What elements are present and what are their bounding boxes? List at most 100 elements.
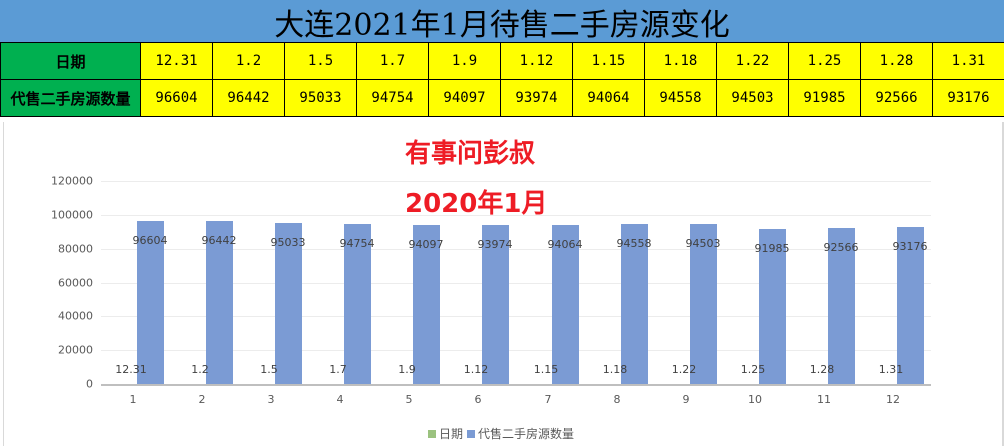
x-axis-tick: 8 (613, 393, 621, 406)
bar-count[interactable] (344, 224, 371, 384)
date-row-label: 日期 (0, 42, 141, 80)
y-axis-tick: 0 (86, 377, 93, 391)
count-cell[interactable]: 94097 (428, 79, 501, 117)
y-axis-tick: 60000 (58, 276, 93, 290)
bar-value-label: 95033 (270, 236, 306, 249)
bar-count[interactable] (828, 228, 855, 384)
date-value-label: 1.18 (602, 363, 628, 376)
date-value-label: 1.22 (671, 363, 697, 376)
count-cell[interactable]: 96604 (140, 79, 213, 117)
bar-value-label: 94503 (685, 237, 721, 250)
overlay-date-text: 2020年1月 (405, 189, 548, 219)
bar-value-label: 93176 (892, 240, 928, 253)
date-cell[interactable]: 1.2 (212, 42, 285, 80)
date-row: 日期 12.31 1.2 1.5 1.7 1.9 1.12 1.15 1.18 … (0, 42, 1004, 80)
bar-count[interactable] (413, 225, 440, 384)
legend-item-date[interactable]: 日期 (428, 425, 463, 442)
count-cell[interactable]: 94558 (644, 79, 717, 117)
bar-count[interactable] (690, 224, 717, 384)
date-value-label: 1.12 (463, 363, 489, 376)
date-cell[interactable]: 1.9 (428, 42, 501, 80)
legend-item-count[interactable]: 代售二手房源数量 (467, 425, 574, 442)
bar-value-label: 94754 (339, 237, 375, 250)
x-axis-tick: 9 (682, 393, 690, 406)
date-cell[interactable]: 1.5 (284, 42, 357, 80)
bar-value-label: 96604 (132, 234, 168, 247)
count-cell[interactable]: 91985 (788, 79, 861, 117)
overlay-author-text: 有事问彭叔 (405, 139, 536, 169)
bar-value-label: 92566 (823, 241, 859, 254)
date-value-label: 1.2 (191, 363, 209, 376)
bar-count[interactable] (759, 229, 786, 384)
bar-count[interactable] (275, 223, 302, 384)
date-cell[interactable]: 1.25 (788, 42, 861, 80)
bar-count[interactable] (482, 225, 509, 384)
date-value-label: 1.28 (809, 363, 835, 376)
x-axis-tick: 12 (886, 393, 900, 406)
date-value-label: 1.5 (260, 363, 278, 376)
x-axis-tick: 4 (336, 393, 344, 406)
date-cell[interactable]: 1.28 (860, 42, 933, 80)
x-axis-tick: 3 (267, 393, 275, 406)
legend-swatch-icon (467, 429, 476, 438)
count-cell[interactable]: 94064 (572, 79, 645, 117)
bar-count[interactable] (897, 227, 924, 384)
bar-count[interactable] (137, 221, 164, 384)
x-axis-line (101, 384, 931, 386)
date-value-label: 1.15 (533, 363, 559, 376)
x-axis-tick: 11 (817, 393, 831, 406)
date-value-label: 1.31 (878, 363, 904, 376)
bar-count[interactable] (552, 225, 579, 384)
gridline (101, 249, 931, 250)
x-axis-tick: 6 (474, 393, 482, 406)
count-cell[interactable]: 94754 (356, 79, 429, 117)
y-axis-tick: 120000 (51, 174, 93, 188)
legend-label: 日期 (439, 427, 464, 441)
x-axis-tick: 5 (405, 393, 413, 406)
x-axis-tick: 1 (129, 393, 137, 406)
y-axis-tick: 100000 (51, 208, 93, 222)
count-row: 代售二手房源数量 96604 96442 95033 94754 94097 9… (0, 79, 1004, 117)
count-cell[interactable]: 94503 (716, 79, 789, 117)
bar-value-label: 94558 (616, 237, 652, 250)
count-cell[interactable]: 93176 (932, 79, 1004, 117)
x-axis-tick: 7 (544, 393, 552, 406)
page-title: 大连2021年1月待售二手房源变化 (0, 0, 1004, 43)
bar-count[interactable] (621, 224, 648, 384)
gridline (101, 316, 931, 317)
x-axis-tick: 10 (748, 393, 762, 406)
date-value-label: 1.25 (740, 363, 766, 376)
y-axis-tick: 20000 (58, 343, 93, 357)
date-cell[interactable]: 1.31 (932, 42, 1004, 80)
count-row-label: 代售二手房源数量 (0, 79, 141, 117)
legend-swatch-icon (428, 429, 436, 438)
date-cell[interactable]: 1.7 (356, 42, 429, 80)
count-cell[interactable]: 95033 (284, 79, 357, 117)
x-axis-tick: 2 (198, 393, 206, 406)
date-cell[interactable]: 1.15 (572, 42, 645, 80)
gridline (101, 215, 931, 216)
bar-count[interactable] (206, 221, 233, 384)
chart-legend: 日期 代售二手房源数量 (428, 425, 578, 442)
y-axis-tick: 40000 (58, 309, 93, 323)
date-value-label: 12.31 (115, 363, 147, 376)
date-cell[interactable]: 1.12 (500, 42, 573, 80)
date-cell[interactable]: 1.18 (644, 42, 717, 80)
y-axis-tick: 80000 (58, 242, 93, 256)
date-value-label: 1.9 (398, 363, 416, 376)
count-cell[interactable]: 93974 (500, 79, 573, 117)
count-cell[interactable]: 92566 (860, 79, 933, 117)
gridline (101, 283, 931, 284)
gridline (101, 350, 931, 351)
bar-value-label: 96442 (201, 234, 237, 247)
bar-value-label: 94097 (408, 238, 444, 251)
count-cell[interactable]: 96442 (212, 79, 285, 117)
date-value-label: 1.7 (329, 363, 347, 376)
legend-label: 代售二手房源数量 (478, 427, 575, 441)
date-cell[interactable]: 12.31 (140, 42, 213, 80)
gridline (101, 181, 931, 182)
date-cell[interactable]: 1.22 (716, 42, 789, 80)
bar-value-label: 94064 (547, 238, 583, 251)
data-table: 日期 12.31 1.2 1.5 1.7 1.9 1.12 1.15 1.18 … (0, 42, 1004, 117)
bar-value-label: 93974 (477, 238, 513, 251)
